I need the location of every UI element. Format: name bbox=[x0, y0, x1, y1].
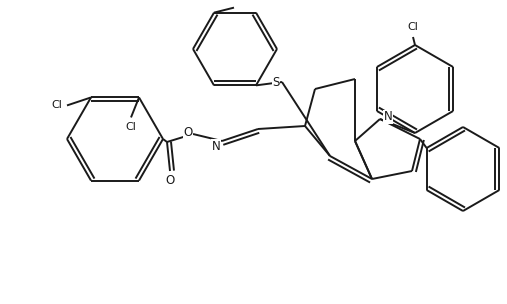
Text: Cl: Cl bbox=[126, 123, 136, 133]
Text: N: N bbox=[384, 110, 392, 123]
Text: O: O bbox=[184, 126, 193, 139]
Text: S: S bbox=[272, 75, 280, 88]
Text: Cl: Cl bbox=[52, 100, 62, 110]
Text: O: O bbox=[165, 174, 174, 188]
Text: Cl: Cl bbox=[408, 22, 418, 32]
Text: N: N bbox=[211, 140, 221, 153]
